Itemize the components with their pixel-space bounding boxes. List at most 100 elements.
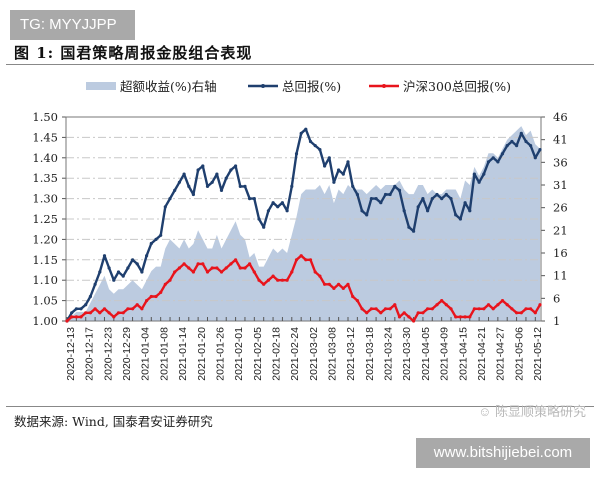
left-axis-tick: 1.20 (32, 232, 58, 246)
data-marker (355, 192, 359, 197)
data-marker (210, 180, 214, 184)
data-marker (332, 286, 336, 290)
total-return-line (65, 127, 542, 322)
data-marker (449, 307, 453, 311)
data-marker (337, 168, 341, 172)
data-marker (234, 258, 238, 262)
data-marker (149, 294, 153, 299)
left-axis-tick: 1.35 (32, 171, 58, 185)
data-marker (163, 205, 167, 209)
x-axis-tick: 2021-03-18 (364, 327, 376, 381)
wechat-watermark: ☺ 陈显顺策略研究 (478, 401, 586, 420)
data-marker (383, 307, 388, 311)
wechat-account-name: 陈显顺策略研究 (494, 404, 586, 419)
data-marker (454, 213, 458, 217)
data-marker (374, 307, 378, 311)
data-marker (243, 184, 247, 188)
figure-title: 图 1: 国君策略周报金股组合表现 (14, 44, 253, 62)
data-marker (383, 192, 388, 197)
data-marker (519, 311, 523, 315)
data-marker (510, 139, 514, 144)
data-marker (276, 205, 280, 209)
data-marker (248, 197, 252, 201)
x-axis-tick: 2021-04-05 (420, 327, 432, 381)
left-axis-tick: 1.15 (32, 253, 58, 267)
data-marker (332, 180, 336, 184)
data-marker (313, 144, 317, 148)
x-axis-tick: 2021-01-20 (196, 327, 208, 381)
right-axis-tick: 46 (553, 110, 568, 124)
data-marker (365, 213, 369, 217)
data-marker (84, 311, 88, 315)
x-axis-tick: 2020-12-13 (65, 327, 77, 381)
data-marker (304, 258, 308, 262)
x-axis-tick: 2021-04-27 (495, 327, 507, 381)
data-marker (505, 144, 509, 148)
data-marker (126, 266, 130, 270)
data-marker (407, 225, 411, 229)
data-marker (449, 197, 453, 201)
watermark-bottom: www.bitshijiebei.com (416, 438, 590, 468)
data-marker (402, 311, 406, 315)
data-marker (538, 303, 542, 307)
data-marker (276, 278, 280, 282)
x-axis-tick: 2021-03-30 (401, 327, 413, 381)
data-marker (177, 180, 181, 184)
data-marker (397, 315, 402, 319)
data-marker (416, 311, 420, 315)
data-marker (341, 172, 345, 176)
data-marker (266, 278, 270, 282)
x-axis-tick: 2020-12-29 (121, 327, 133, 381)
data-marker (440, 197, 444, 201)
data-marker (107, 311, 111, 315)
data-marker (116, 311, 121, 315)
data-marker (177, 266, 181, 270)
data-marker (491, 307, 495, 311)
x-axis-tick: 2021-02-05 (252, 327, 264, 381)
data-marker (379, 311, 383, 315)
data-marker (191, 192, 195, 197)
data-marker (412, 319, 416, 323)
data-marker (252, 197, 256, 201)
data-marker (412, 229, 416, 233)
data-marker (121, 274, 125, 278)
data-marker (131, 307, 135, 311)
data-marker (74, 307, 78, 311)
data-marker (135, 262, 139, 266)
data-marker (393, 303, 397, 307)
x-axis-tick: 2021-04-09 (439, 327, 451, 381)
data-marker (79, 315, 83, 319)
data-marker (519, 131, 523, 135)
data-marker (234, 164, 238, 168)
x-axis-tick: 2021-03-02 (308, 327, 320, 381)
data-marker (201, 262, 205, 266)
data-marker (191, 270, 195, 274)
data-marker (524, 307, 528, 311)
data-marker (472, 307, 476, 311)
data-marker (313, 270, 317, 274)
data-marker (215, 172, 219, 176)
x-axis-tick: 2021-02-24 (289, 327, 301, 381)
data-marker (468, 315, 472, 319)
plot-area: 1.00 1.05 1.10 1.15 1.20 1.25 1.30 1.35 1.40 1.45… (32, 110, 567, 381)
left-axis-tick: 1.50 (32, 110, 58, 124)
legend: 超额收益(%)右轴 总回报(%) 沪深300总回报(%) (86, 79, 511, 94)
data-marker (159, 290, 163, 294)
data-marker (140, 307, 144, 311)
data-marker (257, 278, 261, 282)
data-marker (486, 303, 491, 307)
data-marker (154, 294, 158, 299)
data-marker (388, 307, 392, 311)
data-marker (205, 270, 210, 274)
data-marker (421, 197, 425, 201)
legend-label-total: 总回报(%) (282, 79, 341, 94)
data-marker (98, 270, 102, 274)
x-axis-tick: 2020-12-23 (102, 327, 114, 381)
data-marker (173, 188, 177, 192)
data-marker (444, 303, 448, 307)
data-marker (482, 172, 486, 176)
data-marker (308, 258, 313, 262)
data-marker (299, 254, 303, 258)
data-marker (379, 201, 383, 205)
right-axis-tick: 31 (553, 178, 568, 192)
